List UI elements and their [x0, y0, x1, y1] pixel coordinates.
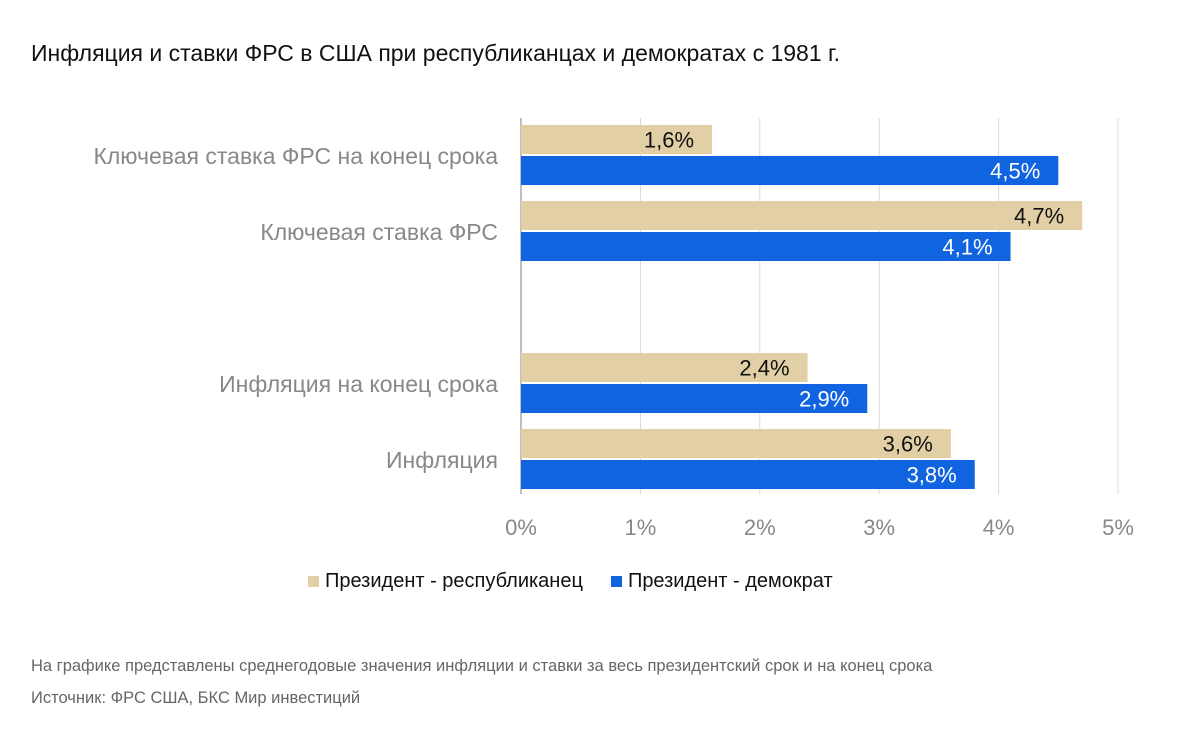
x-axis-ticks: 0% 1% 2% 3% 4% 5% — [505, 515, 1134, 540]
x-tick-label: 1% — [625, 515, 657, 540]
x-tick-label: 2% — [744, 515, 776, 540]
legend-item-republican: Президент - республиканец — [308, 570, 583, 593]
bar-republican — [521, 429, 951, 458]
bar-chart: 1,6% 4,5% 4,7% 4,1% 2,4% 2,9% 3,6% 3,8% Ключева… — [93, 118, 1134, 540]
legend-swatch-democrat — [610, 576, 622, 587]
data-label-republican: 2,4% — [739, 356, 789, 381]
category-label: Инфляция на конец срока — [219, 371, 498, 397]
chart-source: Источник: ФРС США, БКС Мир инвестиций — [31, 689, 361, 707]
data-label-democrat: 2,9% — [799, 387, 849, 412]
bar-republican — [521, 353, 808, 382]
x-tick-label: 3% — [863, 515, 895, 540]
legend: Президент - республиканец Президент - де… — [308, 570, 928, 593]
data-label-democrat: 4,1% — [942, 235, 992, 260]
category-labels: Ключевая ставка ФРС на конец срока Ключев… — [93, 143, 498, 473]
chart-footnote: На графике представлены среднегодовые зн… — [31, 657, 933, 675]
category-label: Ключевая ставка ФРС на конец срока — [93, 143, 498, 169]
data-label-democrat: 3,8% — [907, 463, 957, 488]
x-tick-label: 0% — [505, 515, 537, 540]
category-label: Ключевая ставка ФРС — [260, 219, 498, 245]
data-label-republican: 3,6% — [883, 432, 933, 457]
bars — [521, 125, 1083, 489]
bar-democrat — [521, 384, 868, 413]
x-tick-label: 5% — [1102, 515, 1134, 540]
legend-swatch-republican — [308, 576, 319, 587]
chart-title: Инфляция и ставки ФРС в США при республи… — [31, 40, 840, 66]
category-label: Инфляция — [386, 447, 498, 473]
legend-label-republican: Президент - республиканец — [325, 570, 583, 592]
bar-republican — [521, 125, 713, 154]
data-label-republican: 1,6% — [644, 128, 694, 153]
data-label-republican: 4,7% — [1014, 204, 1064, 229]
bar-republican — [521, 201, 1083, 230]
data-label-democrat: 4,5% — [990, 159, 1040, 184]
legend-label-democrat: Президент - демократ — [627, 570, 833, 592]
data-labels: 1,6% 4,5% 4,7% 4,1% 2,4% 2,9% 3,6% 3,8% — [644, 128, 1064, 488]
legend-item-democrat: Президент - демократ — [610, 570, 833, 593]
bar-democrat — [521, 460, 975, 489]
bar-democrat — [521, 232, 1011, 261]
bar-democrat — [521, 156, 1059, 185]
x-tick-label: 4% — [983, 515, 1015, 540]
